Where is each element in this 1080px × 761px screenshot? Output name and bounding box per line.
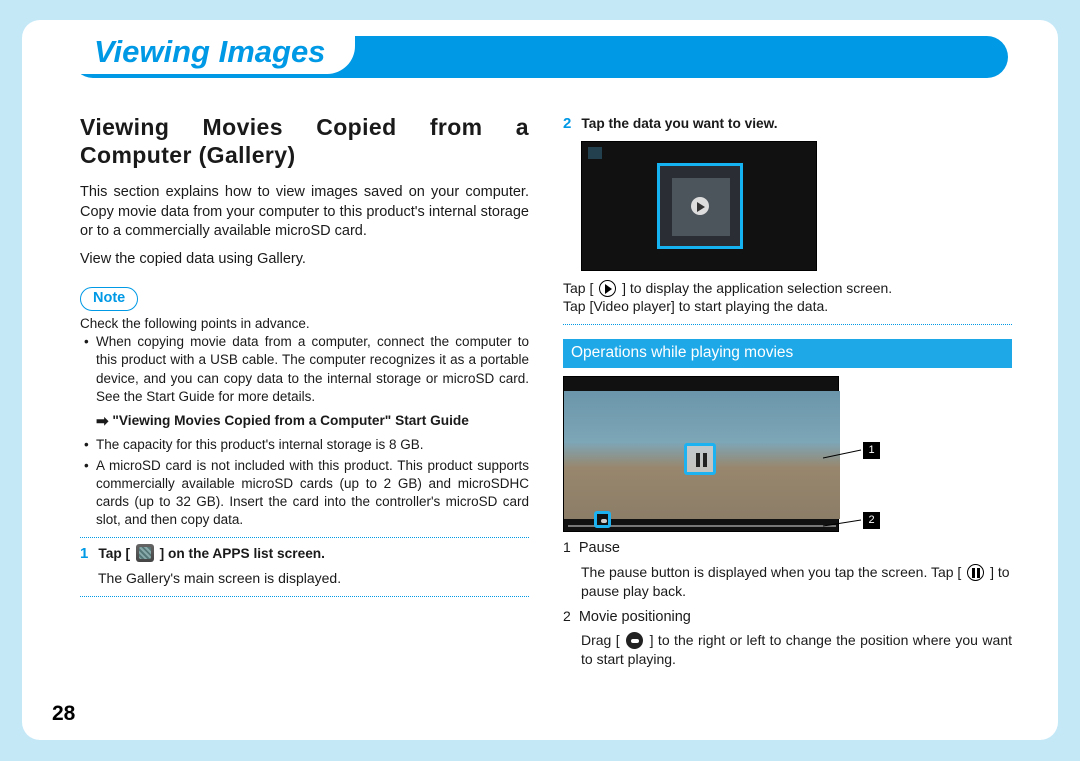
- note-intro: Check the following points in advance.: [80, 315, 529, 333]
- bullet-item: A microSD card is not included with this…: [96, 457, 529, 530]
- text-segment: Tap [Video player] to start playing the …: [563, 298, 828, 314]
- list-title: Pause: [579, 540, 620, 556]
- cross-reference: ➡ "Viewing Movies Copied from a Computer…: [80, 412, 529, 432]
- step-text-pre: Tap [: [98, 546, 133, 561]
- note-label: Note: [80, 287, 138, 311]
- text-segment: The pause button is displayed when you t…: [581, 564, 965, 580]
- screenshot-player: [563, 376, 839, 532]
- list-body: The pause button is displayed when you t…: [581, 563, 1012, 601]
- list-item-2: 2 Movie positioning: [563, 607, 1012, 628]
- list-item-1: 1 Pause: [563, 538, 1012, 559]
- right-column: 2 Tap the data you want to view. Tap [ ]…: [563, 114, 1012, 669]
- arrow-right-icon: ➡: [96, 413, 109, 430]
- text-segment: ] to display the application selection s…: [618, 280, 892, 296]
- step-1: 1 Tap [ ] on the APPS list screen. The G…: [80, 544, 529, 587]
- list-title: Movie positioning: [579, 609, 691, 625]
- left-column: Viewing Movies Copied from a Computer (G…: [80, 114, 529, 669]
- page-number: 28: [52, 702, 75, 726]
- divider: [80, 537, 529, 538]
- albums-icon: [588, 147, 602, 159]
- play-overlay-icon: [672, 178, 730, 236]
- play-instruction: Tap [ ] to display the application selec…: [563, 279, 1012, 317]
- step-number: 2: [563, 115, 571, 132]
- pause-button-highlight: [684, 443, 716, 475]
- step-2: 2 Tap the data you want to view.: [563, 114, 1012, 135]
- step-label: Tap [ ] on the APPS list screen.: [98, 546, 325, 561]
- bullet-item: The capacity for this product's internal…: [96, 436, 529, 454]
- seek-handle-icon: [626, 632, 643, 649]
- title-wrap: Viewing Images: [62, 20, 355, 74]
- list-number: 1: [563, 539, 571, 555]
- step-body: The Gallery's main screen is displayed.: [98, 569, 529, 588]
- divider: [563, 324, 1012, 325]
- seek-handle-highlight: [594, 511, 611, 528]
- divider: [80, 596, 529, 597]
- step-label: Tap the data you want to view.: [581, 116, 777, 131]
- text-segment: ] to the right or left to change the pos…: [581, 632, 1012, 667]
- page-title: Viewing Images: [94, 34, 325, 70]
- play-icon: [599, 280, 616, 297]
- callout-lines: [823, 376, 883, 536]
- section-subtitle: Viewing Movies Copied from a Computer (G…: [80, 114, 529, 169]
- step-number: 1: [80, 545, 88, 562]
- bullet-item: When copying movie data from a computer,…: [96, 333, 529, 406]
- gallery-app-icon: [136, 544, 154, 562]
- pause-icon: [967, 564, 984, 581]
- step-text-post: ] on the APPS list screen.: [156, 546, 325, 561]
- screenshot-gallery: [581, 141, 817, 271]
- video-thumbnail: [657, 163, 743, 249]
- list-number: 2: [563, 608, 571, 624]
- list-body: Drag [ ] to the right or left to change …: [581, 631, 1012, 669]
- view-line: View the copied data using Gallery.: [80, 250, 529, 270]
- text-segment: Tap [: [563, 280, 597, 296]
- cross-reference-text: "Viewing Movies Copied from a Computer" …: [112, 413, 468, 428]
- screenshot-player-wrap: 1 2: [563, 376, 1012, 532]
- intro-paragraph: This section explains how to view images…: [80, 183, 529, 242]
- operations-heading: Operations while playing movies: [563, 339, 1012, 368]
- text-segment: Drag [: [581, 632, 624, 648]
